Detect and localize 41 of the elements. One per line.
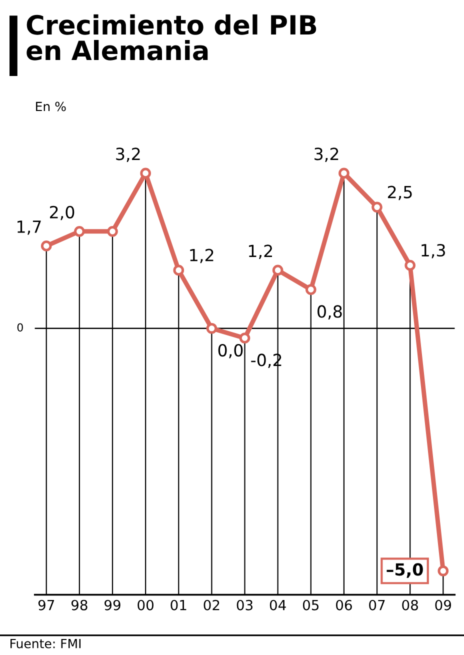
data-label: 2,5 — [388, 186, 412, 200]
point — [272, 264, 284, 276]
point — [239, 332, 250, 344]
x-tick-label: 98 — [71, 600, 88, 610]
data-label: 1,2 — [248, 244, 272, 259]
ref-line-label: 0 — [17, 323, 23, 332]
data-label: 1,2 — [190, 248, 214, 264]
data-label: 1,3 — [422, 244, 445, 258]
x-tick-label: 08 — [402, 600, 418, 610]
data-label: 1,7 — [18, 220, 41, 235]
x-tick-label: 07 — [369, 600, 385, 610]
data-label: 0,0 — [218, 344, 243, 358]
point — [338, 168, 350, 179]
data-label: –5,0 — [386, 563, 423, 578]
x-tick-label: 02 — [204, 600, 220, 610]
data-label: 3,2 — [314, 148, 338, 162]
x-tick-label: 03 — [236, 600, 252, 610]
x-tick-label: 00 — [138, 600, 154, 610]
point — [206, 322, 218, 334]
data-label: 2,0 — [50, 206, 74, 220]
point — [404, 260, 416, 271]
x-tick-label: 99 — [104, 600, 120, 610]
x-tick-label: 06 — [336, 600, 352, 610]
x-tick-label: 97 — [38, 600, 54, 610]
x-tick-label: 09 — [435, 600, 452, 610]
x-tick-label: 05 — [302, 600, 319, 610]
point — [107, 226, 118, 237]
chart-title: Crecimiento del PIB en Alemania — [26, 14, 316, 60]
x-tick-label: 04 — [270, 600, 286, 610]
chart-subtitle: En % — [36, 102, 66, 112]
point — [40, 240, 52, 252]
point — [305, 284, 316, 296]
x-tick-label: 01 — [170, 600, 186, 610]
point — [74, 226, 85, 237]
point — [140, 168, 151, 179]
source-note: Fuente: FMI — [10, 639, 81, 648]
point — [438, 565, 449, 576]
data-label: 0,8 — [318, 305, 342, 320]
data-label: 3,2 — [116, 148, 140, 162]
point — [372, 202, 382, 213]
point — [173, 264, 184, 276]
